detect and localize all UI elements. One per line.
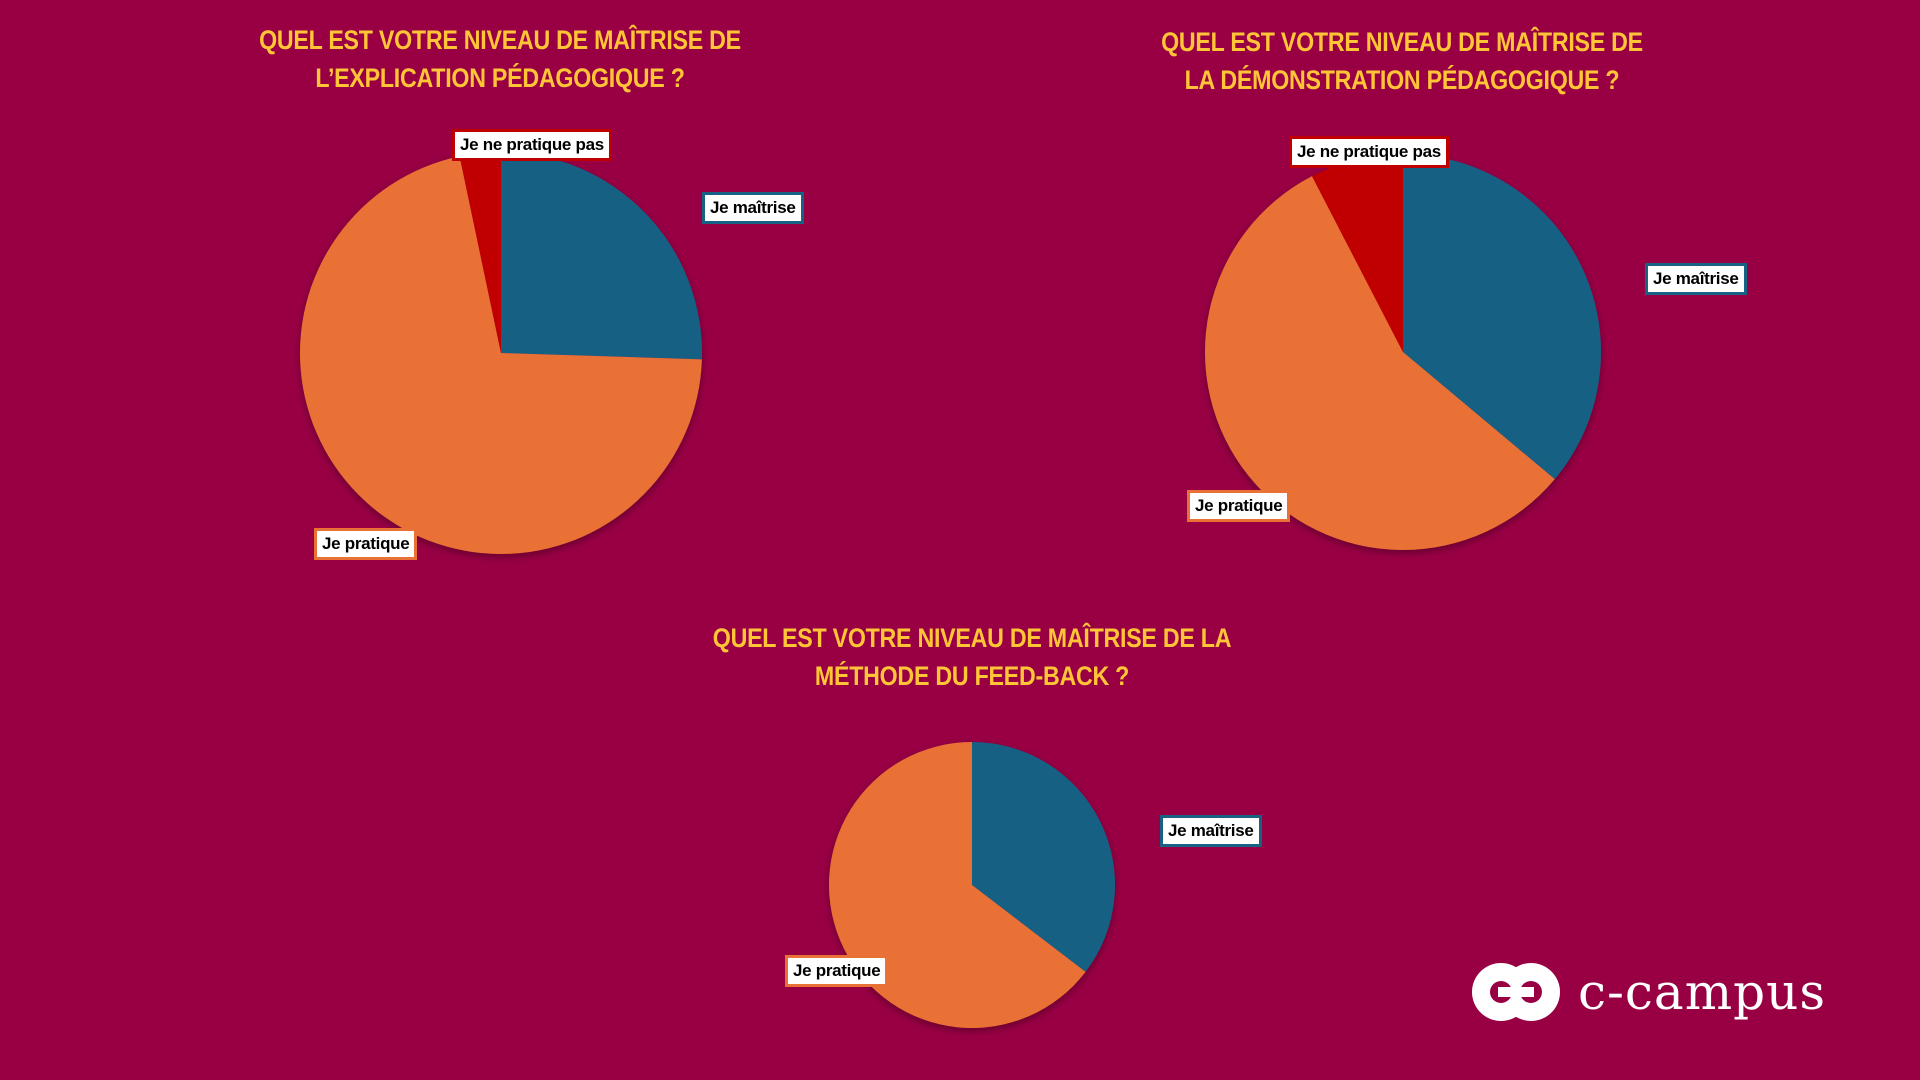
- chart-1-slice-je-maitrise: [501, 152, 702, 360]
- chart-3-title-line-2: MÉTHODE DU FEED-BACK ?: [814, 661, 1130, 691]
- chart-1-title: QUEL EST VOTRE NIVEAU DE MAÎTRISE DE L’E…: [208, 21, 793, 97]
- chart-3-label-je-maitrise: Je maîtrise: [1160, 815, 1262, 847]
- chart-1-label-je-ne-pratique-pas: Je ne pratique pas: [452, 129, 612, 161]
- chart-1-pie: [299, 152, 702, 554]
- chart-3-title: QUEL EST VOTRE NIVEAU DE MAÎTRISE DE LA …: [680, 619, 1265, 695]
- chart-1-label-je-pratique: Je pratique: [314, 528, 418, 560]
- chart-2-pie: [1204, 154, 1601, 550]
- chart-3-label-je-pratique: Je pratique: [785, 955, 889, 987]
- chart-3-title-line-1: QUEL EST VOTRE NIVEAU DE MAÎTRISE DE LA: [712, 623, 1232, 653]
- chart-2-label-je-maitrise: Je maîtrise: [1645, 263, 1747, 295]
- chart-2-label-je-pratique: Je pratique: [1187, 490, 1291, 522]
- chart-3-pie: [829, 742, 1115, 1028]
- chart-3-slice-je-pratique: [829, 742, 1086, 1028]
- c-campus-logo-icon: [1472, 963, 1560, 1021]
- chart-2-title: QUEL EST VOTRE NIVEAU DE MAÎTRISE DE LA …: [1110, 23, 1695, 99]
- chart-3-slice-je-maitrise: [972, 742, 1115, 972]
- chart-2-slice-je-maitrise: [1403, 154, 1601, 480]
- chart-1-slice-je-ne-pratique-pas: [459, 152, 501, 353]
- c-campus-logo-text: c-campus: [1578, 963, 1826, 1021]
- c-campus-logo: c-campus: [1470, 958, 1826, 1026]
- chart-2-slice-je-ne-pratique-pas: [1312, 154, 1403, 352]
- chart-1-title-line-1: QUEL EST VOTRE NIVEAU DE MAÎTRISE DE: [259, 25, 741, 55]
- chart-2-title-line-1: QUEL EST VOTRE NIVEAU DE MAÎTRISE DE: [1161, 27, 1643, 57]
- chart-1-title-line-2: L’EXPLICATION PÉDAGOGIQUE ?: [315, 63, 685, 93]
- chart-2-label-je-ne-pratique-pas: Je ne pratique pas: [1289, 136, 1449, 168]
- chart-1-slice-je-pratique: [299, 156, 702, 554]
- chart-2-slice-je-pratique: [1204, 176, 1555, 550]
- chart-1-label-je-maitrise: Je maîtrise: [702, 192, 804, 224]
- chart-2-title-line-2: LA DÉMONSTRATION PÉDAGOGIQUE ?: [1184, 65, 1620, 95]
